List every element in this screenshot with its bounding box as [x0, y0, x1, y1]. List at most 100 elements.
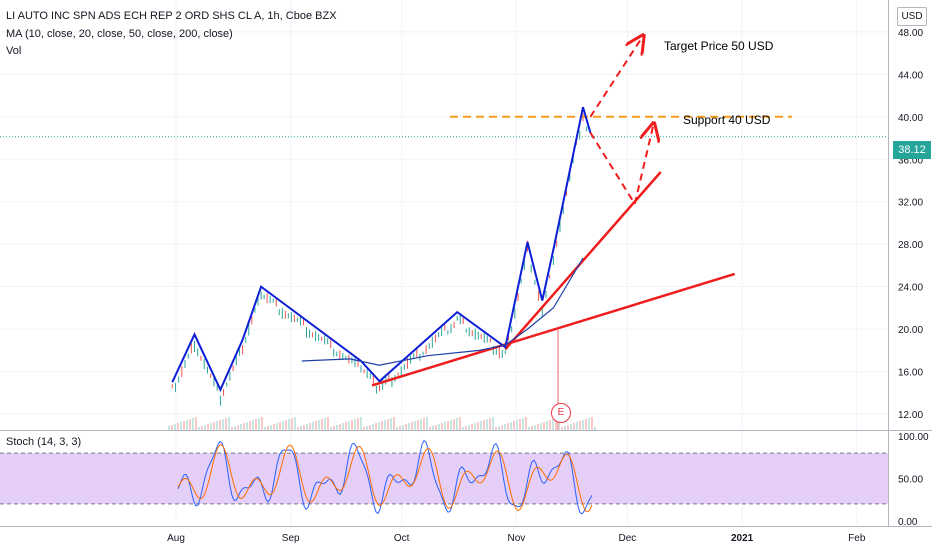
- volume-bar: [357, 418, 359, 430]
- volume-bar: [258, 418, 260, 430]
- target-price-annotation[interactable]: Target Price 50 USD: [664, 39, 774, 53]
- volume-bar: [324, 418, 326, 430]
- currency-button[interactable]: USD: [897, 7, 927, 26]
- price-axis-label: 24.00: [898, 283, 923, 294]
- time-axis-label: 2021: [731, 533, 754, 544]
- volume-bar: [315, 421, 317, 430]
- volume-bar: [387, 419, 389, 430]
- volume-bar: [576, 422, 578, 430]
- volume-bar: [480, 421, 482, 430]
- volume-bar: [231, 427, 233, 430]
- volume-bar: [363, 427, 365, 430]
- volume-bar: [276, 423, 278, 430]
- volume-bar: [297, 427, 299, 430]
- volume-bar: [477, 422, 479, 430]
- volume-bar: [435, 425, 437, 430]
- volume-bar: [570, 424, 572, 430]
- volume-bar: [450, 420, 452, 430]
- volume-bar: [321, 419, 323, 430]
- volume-bar: [381, 421, 383, 430]
- volume-bar: [573, 423, 575, 430]
- volume-bar: [234, 426, 236, 430]
- volume-bar: [588, 418, 590, 430]
- volume-bar: [441, 423, 443, 430]
- lower-trendline: [371, 272, 736, 387]
- moving-average-line: [301, 257, 584, 366]
- volume-bar: [303, 425, 305, 430]
- support-annotation[interactable]: Support 40 USD: [683, 113, 771, 127]
- stoch-k-line: [177, 439, 593, 515]
- time-axis-label: Oct: [394, 533, 410, 544]
- volume-bar: [240, 424, 242, 430]
- volume-bar: [399, 426, 401, 430]
- volume-bar: [273, 424, 275, 430]
- volume-bar: [543, 422, 545, 430]
- volume-bar: [402, 425, 404, 430]
- volume-bar: [462, 427, 464, 430]
- stoch-axis-label: 100.00: [898, 432, 929, 443]
- stoch-band: [0, 453, 888, 504]
- volume-bar: [168, 426, 170, 430]
- price-axis-label: 48.00: [898, 28, 923, 39]
- volume-bar: [348, 421, 350, 430]
- price-axis-label: 12.00: [898, 410, 923, 421]
- volume-label[interactable]: Vol: [6, 45, 22, 57]
- volume-bar: [534, 425, 536, 430]
- volume-bar: [492, 417, 494, 430]
- volume-bar: [498, 426, 500, 430]
- volume-bar: [291, 418, 293, 430]
- volume-bar: [420, 419, 422, 430]
- volume-bar: [456, 418, 458, 430]
- volume-bar: [318, 420, 320, 430]
- stoch-indicator-label[interactable]: Stoch (14, 3, 3): [6, 436, 82, 448]
- volume-bar: [516, 420, 518, 430]
- earnings-marker[interactable]: E: [551, 403, 571, 423]
- volume-bar: [426, 417, 428, 430]
- volume-bar: [540, 423, 542, 430]
- volume-bar: [225, 418, 227, 430]
- volume-bar: [459, 417, 461, 430]
- volume-bar: [561, 427, 563, 430]
- volume-bar: [288, 419, 290, 430]
- volume-bar: [375, 423, 377, 430]
- volume-bar: [408, 423, 410, 430]
- volume-bar: [567, 425, 569, 430]
- volume-bar: [582, 420, 584, 430]
- volume-bar: [333, 426, 335, 430]
- volume-bar: [354, 419, 356, 430]
- volume-bar: [438, 424, 440, 430]
- symbol-title: LI AUTO INC SPN ADS ECH REP 2 ORD SHS CL…: [6, 10, 337, 22]
- volume-bar: [267, 426, 269, 430]
- volume-bar: [495, 427, 497, 430]
- volume-bar: [471, 424, 473, 430]
- volume-bar: [360, 417, 362, 430]
- volume-bar: [207, 424, 209, 430]
- volume-bar: [411, 422, 413, 430]
- time-axis-label: Sep: [282, 533, 300, 544]
- volume-bar: [468, 425, 470, 430]
- ma-indicator-label[interactable]: MA (10, close, 20, close, 50, close, 200…: [6, 28, 233, 40]
- price-axis-label: 40.00: [898, 113, 923, 124]
- price-axis-label: 28.00: [898, 240, 923, 251]
- volume-bar: [171, 425, 173, 430]
- volume-bar: [219, 420, 221, 430]
- volume-bar: [552, 419, 554, 430]
- volume-bar: [252, 420, 254, 430]
- current-price-tag: 38.12: [893, 141, 931, 159]
- price-axis-label: 36.00: [898, 155, 923, 166]
- volume-bar: [270, 425, 272, 430]
- volume-bar: [339, 424, 341, 430]
- volume-bar: [519, 419, 521, 430]
- price-axis-label: 32.00: [898, 198, 923, 209]
- time-axis-label: Dec: [619, 533, 637, 544]
- volume-bar: [525, 417, 527, 430]
- volume-bar: [327, 417, 329, 430]
- volume-bar: [279, 422, 281, 430]
- volume-bar: [447, 421, 449, 430]
- volume-bar: [546, 421, 548, 430]
- volume-bar: [369, 425, 371, 430]
- volume-bar: [549, 420, 551, 430]
- volume-bar: [300, 426, 302, 430]
- price-axis-label: 44.00: [898, 70, 923, 81]
